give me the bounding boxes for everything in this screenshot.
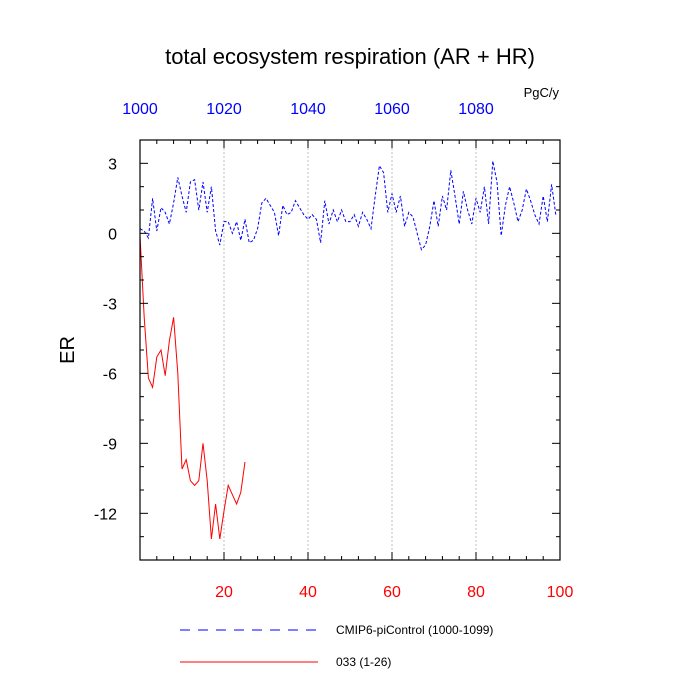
y-tick-label: -3 xyxy=(103,296,117,313)
bottom-x-tick-labels: 20 40 60 80 100 xyxy=(215,584,573,601)
y-tick-label: -6 xyxy=(103,366,117,383)
bottom-x-tick-label: 20 xyxy=(215,584,233,601)
legend-label-picontrol: CMIP6-piControl (1000-1099) xyxy=(336,623,493,637)
top-x-tick-label: 1080 xyxy=(458,101,494,118)
y-tick-label: -9 xyxy=(103,436,117,453)
units-label: PgC/y xyxy=(524,85,560,100)
legend-label-run-033: 033 (1-26) xyxy=(336,655,391,669)
chart-title: total ecosystem respiration (AR + HR) xyxy=(165,44,535,69)
bottom-x-tick-label: 80 xyxy=(467,584,485,601)
series-layer xyxy=(139,160,557,540)
axis-ticks xyxy=(139,139,561,561)
legend: CMIP6-piControl (1000-1099) 033 (1-26) xyxy=(180,623,493,669)
grid-lines xyxy=(223,140,477,560)
y-tick-label: 0 xyxy=(108,226,117,243)
series-line-run-033 xyxy=(139,235,246,540)
y-tick-label: -12 xyxy=(94,506,117,523)
top-x-tick-label: 1000 xyxy=(122,101,158,118)
top-x-tick-label: 1060 xyxy=(374,101,410,118)
top-x-tick-label: 1040 xyxy=(290,101,326,118)
y-tick-label: 3 xyxy=(108,156,117,173)
bottom-x-tick-label: 40 xyxy=(299,584,317,601)
top-x-tick-labels: 1000 1020 1040 1060 1080 xyxy=(122,101,494,118)
y-tick-labels: 3 0 -3 -6 -9 -12 xyxy=(94,156,117,523)
series-line-picontrol xyxy=(139,160,557,251)
y-axis-label: ER xyxy=(57,336,79,364)
plot-frame xyxy=(139,139,561,561)
bottom-x-tick-label: 100 xyxy=(547,584,574,601)
top-x-tick-label: 1020 xyxy=(206,101,242,118)
bottom-x-tick-label: 60 xyxy=(383,584,401,601)
